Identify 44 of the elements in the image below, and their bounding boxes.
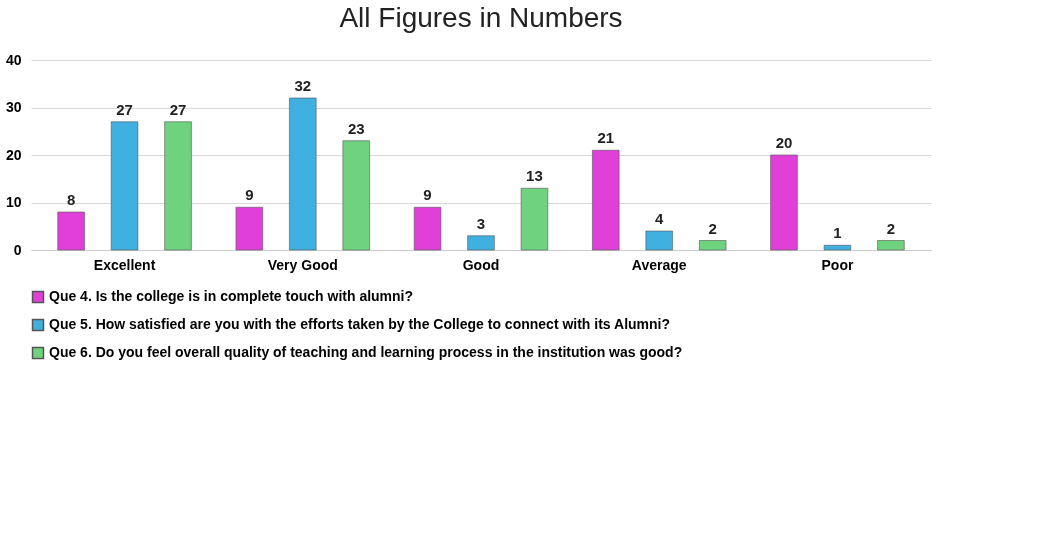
bar	[342, 140, 370, 251]
bar	[592, 149, 620, 251]
bar	[520, 187, 549, 251]
chart-title: All Figures in Numbers	[339, 2, 623, 33]
bar	[770, 154, 798, 251]
data-label: 20	[775, 134, 793, 151]
legend-label: Que 4. Is the college is in complete touch with alumni?	[49, 288, 414, 304]
x-tick-label: Good	[462, 256, 500, 273]
data-label: 3	[476, 214, 486, 232]
x-tick-label: Very Good	[267, 256, 338, 273]
data-label: 27	[169, 100, 187, 118]
x-tick-label: Average	[631, 256, 687, 273]
bar	[235, 206, 263, 251]
bar	[413, 206, 442, 251]
data-label: 13	[526, 167, 543, 185]
data-label: 2	[708, 219, 717, 237]
y-tick-label: 10	[5, 194, 22, 210]
bar	[645, 230, 673, 251]
bar	[699, 240, 727, 251]
bar	[823, 244, 852, 251]
data-label: 21	[597, 129, 615, 147]
y-tick-label: 20	[5, 146, 22, 163]
bar	[57, 211, 85, 251]
bar	[289, 97, 317, 251]
data-label: 32	[294, 77, 312, 94]
x-tick-label: Poor	[821, 256, 854, 273]
data-label: 8	[66, 191, 76, 208]
legend-label: Que 5. How satisfied are you with the efforts taken by the College to connect with its Alumni?	[49, 316, 671, 332]
y-tick-label: 0	[13, 241, 22, 258]
legend-label: Que 6. Do you feel overall quality of teaching and learning process in the institution was good?	[49, 344, 683, 360]
y-tick-label: 40	[5, 51, 22, 68]
x-tick-label: Excellent	[93, 256, 156, 273]
data-label: 4	[655, 210, 665, 227]
bar	[877, 240, 905, 251]
data-label: 27	[116, 100, 133, 118]
data-label: 9	[423, 186, 432, 204]
y-tick-label: 30	[5, 99, 22, 115]
bar	[164, 121, 192, 251]
data-label: 9	[245, 186, 254, 204]
bar	[467, 235, 495, 251]
data-label: 23	[347, 119, 365, 137]
data-label: 2	[886, 219, 896, 237]
bar	[110, 121, 139, 251]
data-label: 1	[833, 224, 842, 242]
